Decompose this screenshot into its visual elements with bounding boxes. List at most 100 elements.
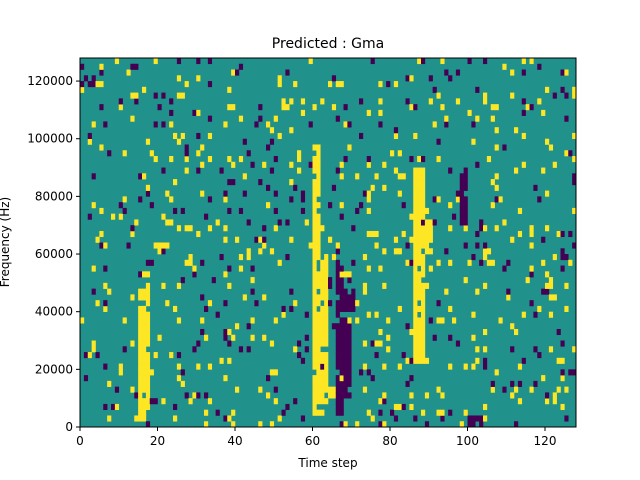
heatmap-cell-high [324,380,329,387]
heatmap-cell-high [138,340,143,347]
heatmap-cell-low [304,346,309,353]
heatmap-cell-low [471,421,476,428]
heatmap-cell-low [343,156,348,163]
heatmap-cell-low [475,230,480,238]
heatmap-cell-low [273,386,278,393]
heatmap-cell-high [490,202,495,209]
heatmap-cell-low [95,352,100,359]
heatmap-cell-low [149,202,154,209]
heatmap-cell-high [320,334,325,341]
heatmap-cell-low [432,334,437,341]
heatmap-cell-high [134,92,139,99]
heatmap-cell-low [343,386,348,393]
heatmap-cell-low [541,288,546,295]
heatmap-cell-low [343,300,348,307]
heatmap-cell-high [238,115,244,122]
heatmap-cell-low [200,294,205,301]
heatmap-cell-high [413,282,418,289]
heatmap-cell-low [409,156,414,163]
heatmap-cell-high [417,230,422,238]
heatmap-cell-low [339,323,344,330]
heatmap-cell-low [444,248,449,255]
heatmap-cell-low [304,311,309,318]
heatmap-cell-high [99,81,104,88]
heatmap-cell-low [545,288,550,295]
heatmap-cell-high [316,156,321,163]
heatmap-cell-high [459,421,464,428]
heatmap-cell-high [138,334,143,341]
heatmap-cell-low [463,207,468,214]
heatmap-cell-high [424,219,430,226]
heatmap-cell-low [386,81,391,88]
heatmap-cell-high [417,254,422,261]
heatmap-cell-high [176,92,182,99]
heatmap-cell-high [196,109,201,116]
heatmap-cell-high [145,184,151,191]
heatmap-cell-high [138,317,143,324]
heatmap-cell-high [312,398,317,405]
heatmap-cell-high [293,300,298,307]
heatmap-cell-low [378,121,383,128]
heatmap-cell-low [297,340,302,347]
heatmap-cell-high [173,415,178,422]
heatmap-cell-high [145,386,151,393]
heatmap-cell-high [312,225,317,232]
heatmap-cell-high [421,254,426,261]
heatmap-cell-low [83,75,89,82]
heatmap-cell-low [459,190,464,197]
heatmap-cell-high [188,259,193,266]
heatmap-cell-high [401,230,406,238]
heatmap-cell-high [378,340,383,347]
heatmap-cell-high [448,363,453,370]
heatmap-cell-low [533,346,538,353]
heatmap-cell-high [316,277,321,284]
heatmap-cell-low [405,242,410,249]
heatmap-cell-low [328,300,333,307]
heatmap-cell-high [413,271,418,278]
heatmap-cell-high [366,311,371,318]
heatmap-cell-low [467,415,472,422]
heatmap-cell-high [312,144,317,151]
heatmap-cell-low [440,415,445,422]
heatmap-cell-low [533,311,538,318]
heatmap-cell-low [409,259,414,266]
heatmap-cell-high [266,202,271,209]
heatmap-cell-high [409,392,414,399]
heatmap-cell-high [316,282,321,289]
heatmap-cell-high [262,161,267,168]
heatmap-cell-low [463,179,468,186]
heatmap-cell-low [471,415,476,422]
heatmap-cell-high [277,75,282,82]
heatmap-cell-low [339,300,344,307]
heatmap-cell-high [277,81,282,88]
heatmap-cell-high [413,219,418,226]
heatmap-cell-low [471,121,476,128]
heatmap-cell-high [467,259,472,266]
heatmap-cell-high [262,242,267,249]
heatmap-cell-low [343,392,348,399]
heatmap-cell-low [134,98,139,105]
heatmap-cell-low [250,161,255,168]
heatmap-cell-high [421,184,426,191]
heatmap-cell-high [316,328,321,336]
heatmap-cell-high [413,288,418,295]
heatmap-cell-low [347,334,352,341]
heatmap-cell-high [320,380,325,387]
heatmap-cell-low [300,190,306,197]
heatmap-cell-low [351,288,356,295]
heatmap-cell-low [335,282,340,289]
heatmap-cell-high [316,375,321,382]
heatmap-cell-low [238,346,244,353]
heatmap-cell-high [316,202,321,209]
heatmap-cell-low [339,282,344,289]
heatmap-cell-high [138,415,143,422]
heatmap-cell-high [471,311,476,318]
heatmap-cell-high [339,375,344,382]
heatmap-cell-high [324,363,329,370]
heatmap-cell-high [312,277,317,284]
heatmap-cell-low [207,115,213,122]
heatmap-cell-high [200,190,205,197]
heatmap-cell-high [475,115,480,122]
heatmap-cell-high [529,386,534,393]
heatmap-cell-high [169,121,174,128]
